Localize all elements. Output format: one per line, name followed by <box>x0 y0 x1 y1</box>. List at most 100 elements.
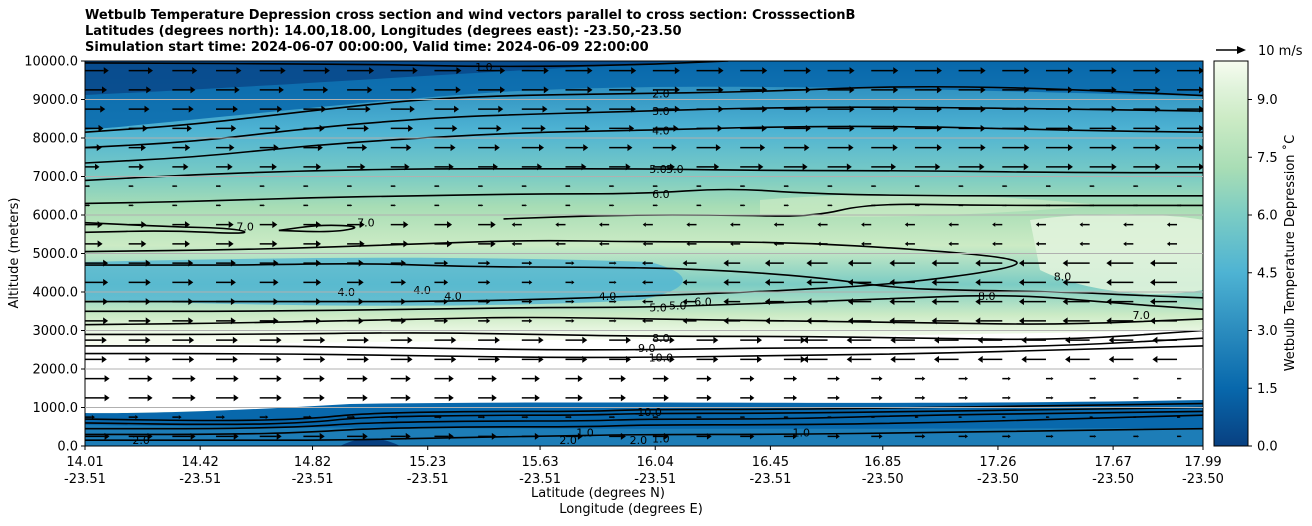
wind-vector-head <box>723 298 729 306</box>
contour-line-8.0 <box>85 316 1203 326</box>
wind-vector-head <box>277 105 283 113</box>
wind-vector-head <box>233 432 239 440</box>
wind-vector-head <box>804 144 810 152</box>
x-tick-label-lat: 16.45 <box>752 455 789 470</box>
wind-vector-head <box>805 124 811 132</box>
wind-vector-head <box>631 67 637 75</box>
wind-vector-head <box>486 318 491 324</box>
wind-vector-head <box>1067 105 1073 113</box>
wind-vector-head <box>233 394 239 402</box>
wind-vector-head <box>802 336 808 344</box>
wind-vector-head <box>1180 377 1182 380</box>
wind-vector-head <box>743 204 746 207</box>
wind-vector-head <box>762 67 768 75</box>
wind-vector-head <box>358 317 364 325</box>
wind-vector-head <box>394 204 396 207</box>
wind-vector-head <box>1180 396 1182 399</box>
wind-vector-head <box>320 336 326 344</box>
wind-vector-head <box>614 300 617 304</box>
wind-vector-head <box>369 67 375 75</box>
wind-vector-head <box>992 222 996 227</box>
title-line-3: Simulation start time: 2024-06-07 00:00:… <box>85 40 649 55</box>
wind-vector-head <box>1180 204 1183 207</box>
colorbar-scale <box>1213 60 1249 447</box>
colorbar: 0.0 1.5 3.0 4.5 6.0 7.5 9.0 Wetbulb Temperatur… <box>1213 60 1298 455</box>
wind-vector-head <box>1111 67 1117 75</box>
wind-vector-head <box>306 185 309 188</box>
wind-vector-head <box>275 124 281 132</box>
wind-vector-head <box>743 416 746 419</box>
wind-vector-head <box>498 105 504 113</box>
wind-vector-head <box>642 222 646 227</box>
wind-vector-head <box>88 185 91 188</box>
wind-vector-head <box>569 415 572 419</box>
wind-vector-head <box>555 241 559 247</box>
wind-vector-head <box>96 144 102 152</box>
wind-vector-head <box>486 279 491 286</box>
contour-label: 5.0 <box>669 299 687 312</box>
wind-vector-head <box>831 185 833 188</box>
y-tick-label: 4000.0 <box>33 286 79 301</box>
wind-vector-head <box>965 376 969 381</box>
wind-vector-head <box>230 259 236 267</box>
wind-vector-head <box>1111 144 1117 152</box>
wind-vector-head <box>948 241 952 247</box>
x-tick-label-lat: 17.26 <box>979 455 1016 470</box>
wind-vector-head <box>848 144 854 152</box>
wind-vector-head <box>447 221 453 229</box>
y-axis-label: Altitude (meters) <box>7 198 22 309</box>
wind-vector-head <box>447 240 453 248</box>
wind-vector-head <box>723 278 729 286</box>
wind-vector-head <box>980 86 986 94</box>
wind-vector-head <box>543 86 549 94</box>
wind-vector-head <box>846 355 852 363</box>
wind-vector-head <box>743 185 746 188</box>
wind-vector-head <box>452 124 458 132</box>
wind-vector-head <box>188 298 194 306</box>
wind-vector-head <box>806 259 812 267</box>
contour-line-10.0 <box>85 337 1203 351</box>
wind-vector-head <box>673 124 679 132</box>
wind-vector-head <box>362 144 368 152</box>
wind-vector-head <box>892 144 898 152</box>
contour-labels: 1.02.03.04.05.0 5.06.07.0 7.04.0 4.04.0 4.05… <box>132 61 1150 446</box>
wind-vector-head <box>1051 376 1054 381</box>
wind-vector-head <box>879 433 883 439</box>
wind-vector-head <box>1180 185 1183 188</box>
wind-vector-head <box>792 375 798 382</box>
wind-vector-head <box>918 185 921 188</box>
wind-vector-head <box>272 221 278 229</box>
wind-vector-head <box>454 105 460 113</box>
contour-label: 8.0 <box>1054 271 1072 284</box>
wind-vector-head <box>359 240 365 248</box>
wind-vector-head <box>1137 377 1139 380</box>
wind-vector-head <box>1166 222 1171 227</box>
wind-vector-head <box>276 355 282 363</box>
wind-vector-head <box>362 432 368 440</box>
contour-line-3.0 <box>85 410 1203 430</box>
wind-vector-head <box>836 375 840 382</box>
wind-vector-head <box>437 204 440 207</box>
contour-label: 4.0 <box>413 284 431 297</box>
wind-vector-head <box>455 86 461 94</box>
y-tick-label: 0.0 <box>57 440 78 455</box>
wind-vector-head <box>265 415 269 419</box>
wind-vector-head <box>931 317 937 325</box>
wind-vector-head <box>1106 317 1112 325</box>
wind-vector-head <box>230 278 236 286</box>
x-tick-label-lat: 16.04 <box>637 455 674 470</box>
quiver-key-label: 10 m/s <box>1258 44 1303 59</box>
wind-vector-head <box>686 222 690 227</box>
y-tick-label: 7000.0 <box>33 170 79 185</box>
wind-vector-head <box>917 416 919 418</box>
wind-vector-head <box>401 279 407 286</box>
wind-vector-head <box>146 86 152 94</box>
wind-vector-head <box>1021 355 1027 363</box>
chart-title: Wetbulb Temperature Depression cross sec… <box>85 8 855 56</box>
wind-vector-head <box>587 86 593 94</box>
wind-vector-head <box>656 204 658 207</box>
contour-line-5.0 <box>85 294 1203 313</box>
wind-vector-head <box>227 163 233 171</box>
wind-vector-head <box>889 317 895 325</box>
